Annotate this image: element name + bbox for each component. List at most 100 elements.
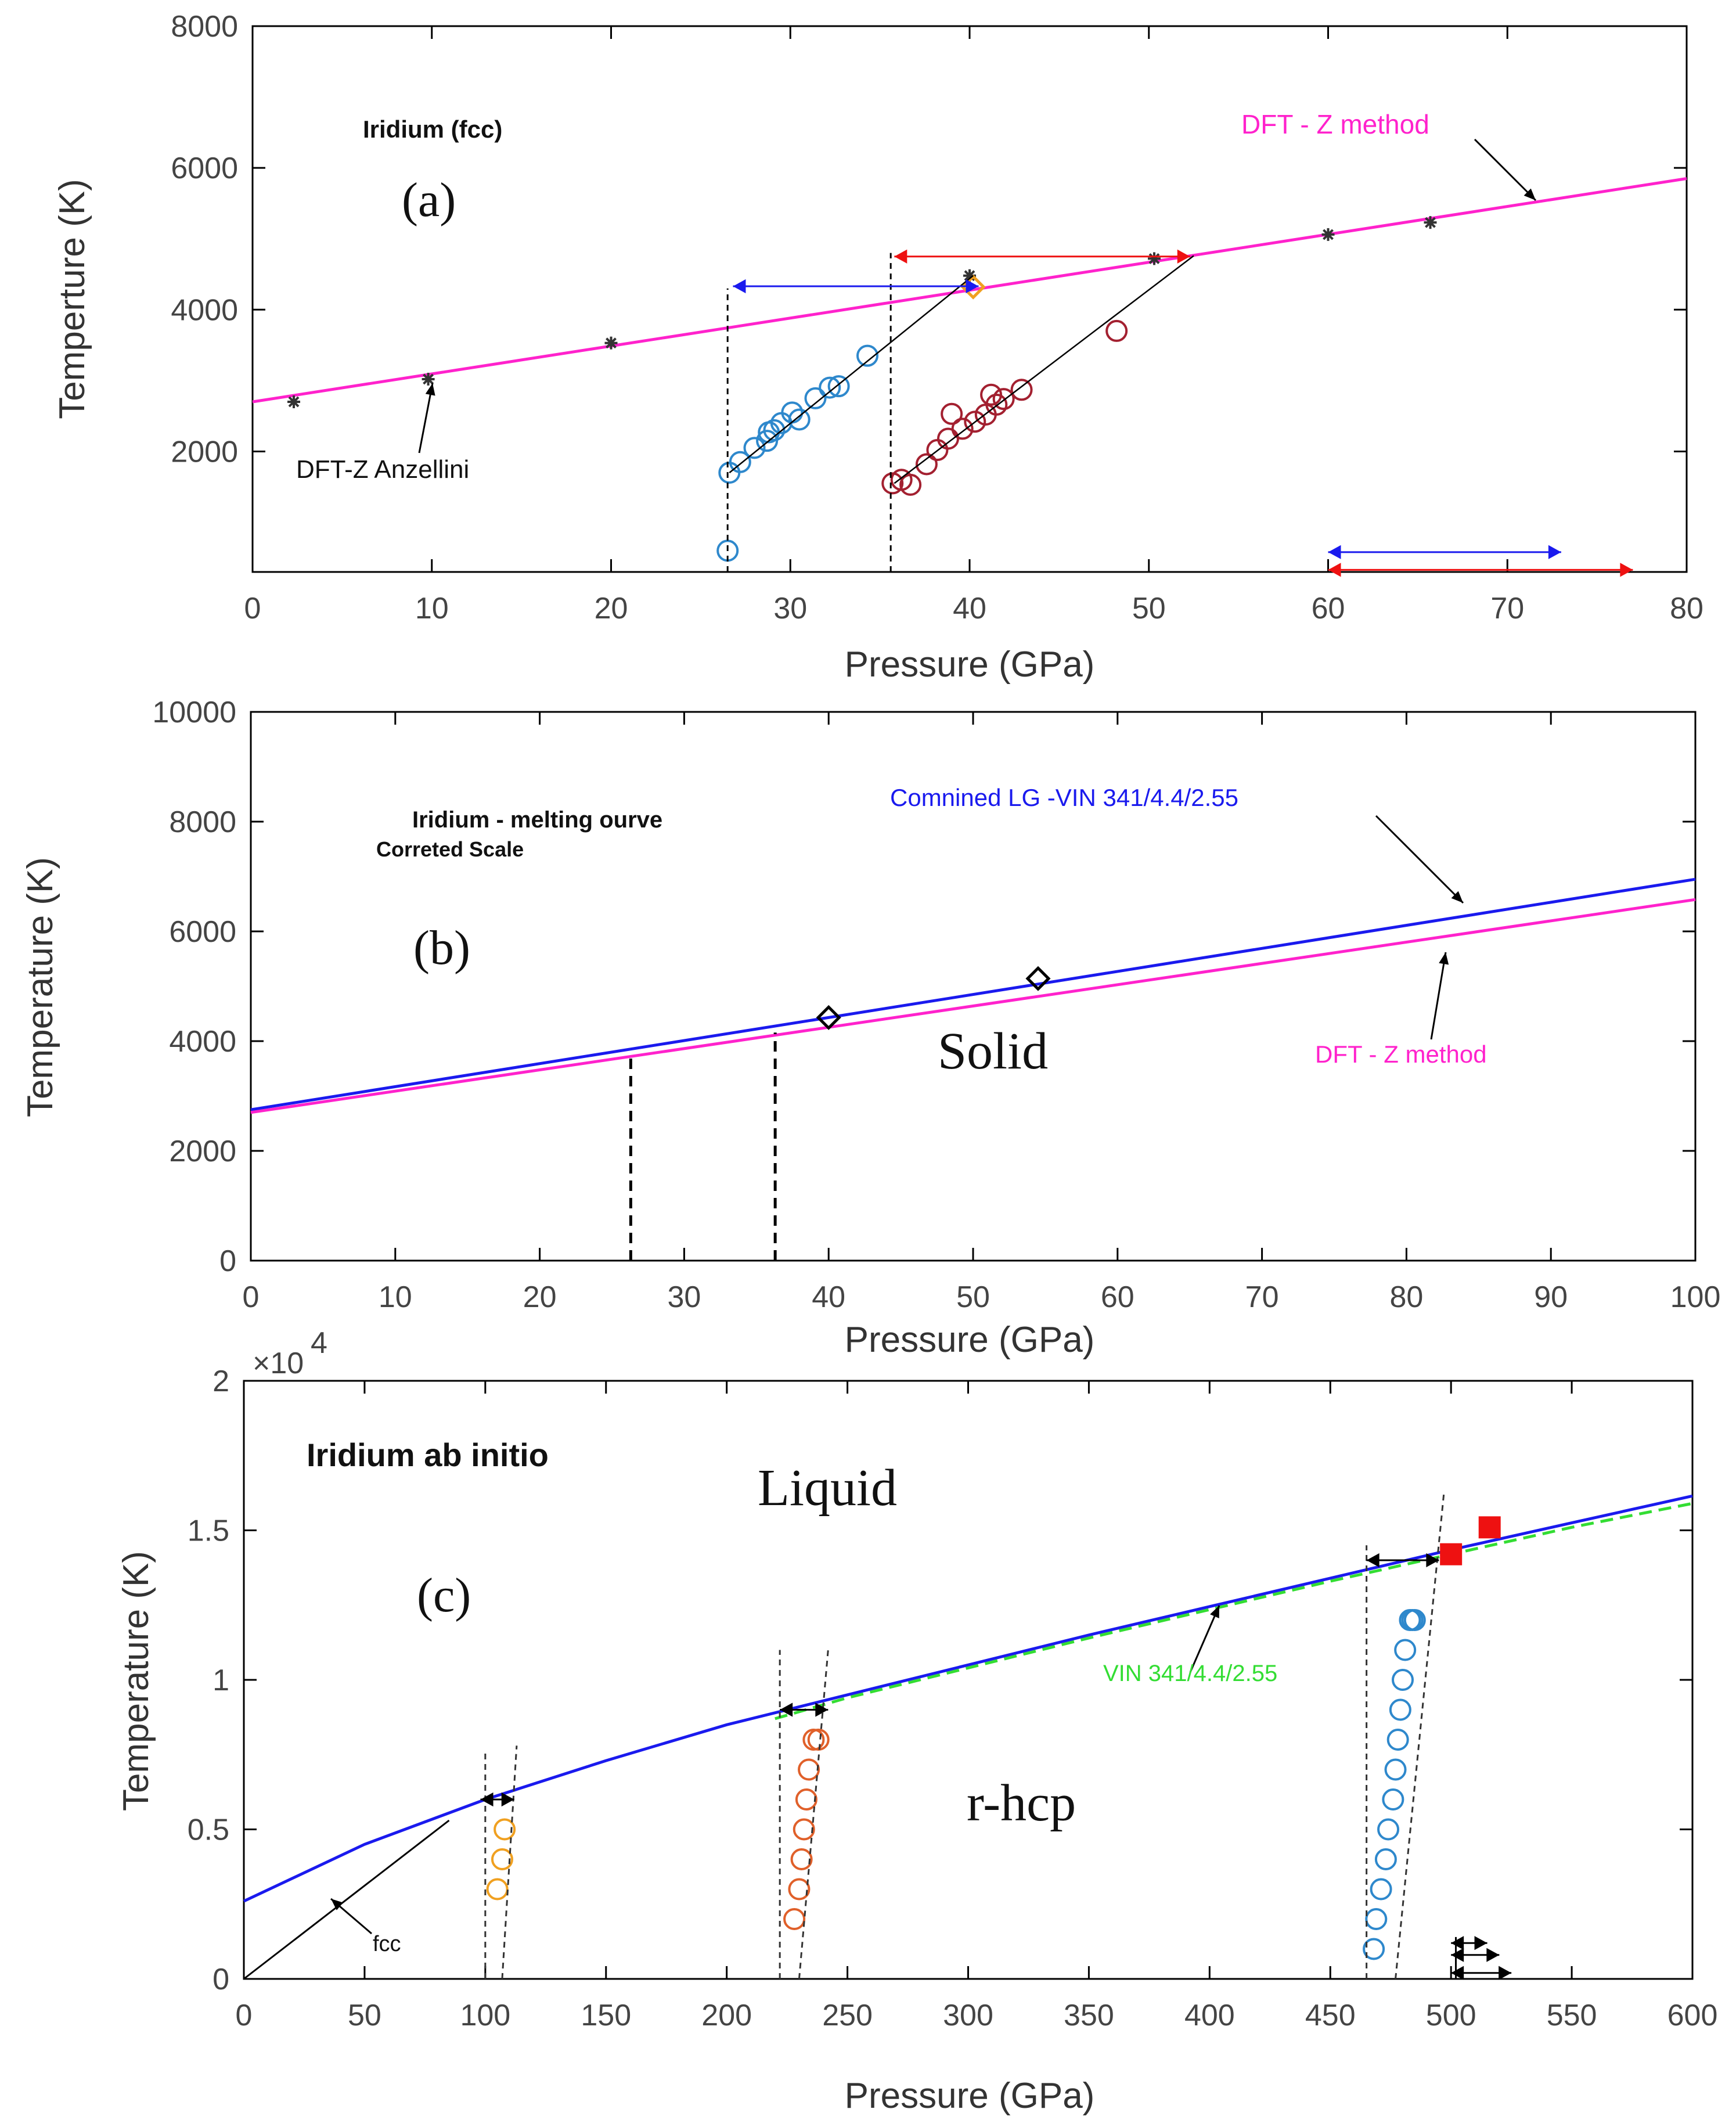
panel-c-ticks: 0 50 100 150 200 250 300 350 400 450 500 550 600 0 0.5… xyxy=(188,1365,1718,2032)
panel-a-x-axis-label: Pressure (GPa) xyxy=(845,645,1095,685)
panel-b-combined-label: Comnined LG -VIN 341/4.4/2.55 xyxy=(890,784,1238,811)
asterisk-stroke xyxy=(288,396,300,408)
y-tick-label: 4000 xyxy=(169,1025,236,1059)
data-point-asterisk xyxy=(1148,252,1161,265)
y-tick-label: 2000 xyxy=(169,1135,236,1168)
panel-b-plot-area xyxy=(250,711,1697,1262)
x-tick-label: 0 xyxy=(243,1280,260,1314)
panel-a-plot-area xyxy=(251,25,1688,573)
guide-dashed-line xyxy=(798,1650,829,1979)
x-tick-label: 600 xyxy=(1667,1999,1718,2032)
panel-b-title: Iridium - melting ourve xyxy=(412,807,662,833)
data-point-circle xyxy=(790,1848,813,1870)
fcc-line xyxy=(243,1819,450,1980)
x-tick-label: 20 xyxy=(523,1280,557,1314)
data-point-circle xyxy=(807,1729,830,1751)
x-tick-label: 500 xyxy=(1426,1999,1476,2032)
data-point-circle xyxy=(793,1818,815,1841)
y-tick-label: 6000 xyxy=(171,152,238,185)
panel-c-title: Iridium ab initio xyxy=(307,1437,549,1473)
x-tick-label: 50 xyxy=(348,1999,381,2032)
asterisk-stroke xyxy=(964,270,975,282)
data-point-circle xyxy=(1382,1788,1404,1811)
data-point-square xyxy=(1478,1516,1501,1539)
data-point-asterisk xyxy=(1321,228,1335,241)
data-point-circle xyxy=(992,388,1015,411)
panel-c-liquid-label: Liquid xyxy=(758,1459,897,1517)
y-tick-label: 4000 xyxy=(171,293,238,327)
data-point-circle xyxy=(1389,1698,1411,1721)
x-tick-label: 10 xyxy=(415,592,449,625)
x-tick-label: 200 xyxy=(701,1999,752,2032)
melt-arrow-head-right xyxy=(1426,1553,1439,1568)
legend-arrow-head-right xyxy=(1486,1948,1500,1962)
panel-b-x-axis-label: Pressure (GPa) xyxy=(845,1320,1095,1360)
y-tick-label: 0 xyxy=(219,1244,236,1278)
x-tick-label: 20 xyxy=(595,592,628,625)
y-tick-label: 0 xyxy=(213,1963,229,1996)
pointer-anzellini-head xyxy=(425,383,435,396)
panel-c-vin-label: VIN 341/4.4/2.55 xyxy=(1103,1661,1277,1686)
data-point-asterisk xyxy=(287,395,301,409)
panel-a-title: Iridium (fcc) xyxy=(363,116,502,143)
range-arrow-red-head-right xyxy=(1177,249,1190,264)
panel-c: 0 50 100 150 200 250 300 350 400 450 500 550 600 0 0.5… xyxy=(116,1326,1717,2116)
x-tick-label: 50 xyxy=(956,1280,990,1314)
data-point-circle xyxy=(795,1788,817,1811)
data-point-circle xyxy=(1377,1818,1400,1841)
y-tick-label: 2000 xyxy=(171,435,238,469)
x-tick-label: 250 xyxy=(822,1999,873,2032)
panel-c-fcc-label: fcc xyxy=(373,1932,401,1956)
y-tick-label: 8000 xyxy=(169,805,236,839)
fit-line xyxy=(894,255,1194,484)
panel-c-rhcp-label: r-hcp xyxy=(967,1775,1076,1832)
x-tick-label: 550 xyxy=(1547,1999,1597,2032)
data-point-circle xyxy=(788,408,811,431)
data-point-circle xyxy=(1105,319,1128,342)
data-point-circle xyxy=(494,1818,516,1841)
pointer-dft-z-method-head xyxy=(1439,952,1449,965)
panel-c-y-axis-label: Temperature (K) xyxy=(116,1551,156,1811)
panel-b-subtitle: Correted Scale xyxy=(376,837,524,861)
data-point-circle xyxy=(1010,379,1033,401)
legend-arrow-head-left xyxy=(1451,1936,1464,1950)
x-tick-label: 40 xyxy=(953,592,986,625)
panel-a-y-axis-label: Temperture (K) xyxy=(52,179,92,419)
pointer-vin xyxy=(1189,1605,1220,1673)
panel-b-solid-label: Solid xyxy=(938,1023,1048,1080)
data-point-circle xyxy=(1374,1848,1397,1870)
data-point-circle xyxy=(1363,1938,1385,1960)
x-tick-label: 300 xyxy=(943,1999,993,2032)
x-tick-label: 50 xyxy=(1132,592,1166,625)
x-tick-label: 80 xyxy=(1389,1280,1423,1314)
panel-a: 0 10 20 30 40 50 60 70 80 2000 4000 6000 8000 Pressu… xyxy=(52,10,1703,685)
pointer-dft-z-method xyxy=(1430,952,1447,1040)
panel-c-scale-base: ×10 xyxy=(253,1347,304,1380)
x-tick-label: 10 xyxy=(379,1280,412,1314)
y-tick-label: 1.5 xyxy=(188,1514,229,1548)
data-point-circle xyxy=(964,411,986,433)
series-line xyxy=(250,898,1696,1114)
pointer-dft-z-method xyxy=(1474,138,1537,201)
panel-b-ticks: 0 10 20 30 40 50 60 70 80 90 100 0 2000 4000 6000 8000 1… xyxy=(152,696,1720,1314)
data-point-circle xyxy=(827,375,850,398)
panel-b-label: (b) xyxy=(413,921,470,975)
fit-line xyxy=(729,275,974,474)
data-point-asterisk xyxy=(1424,216,1437,229)
pointer-combined xyxy=(1375,815,1464,904)
legend-arrow-head-right xyxy=(1499,1966,1512,1980)
data-point-circle xyxy=(1370,1878,1392,1901)
asterisk-stroke xyxy=(606,337,617,349)
panel-c-scale-exponent: 4 xyxy=(311,1326,327,1360)
legend-arrow-blue-head-left xyxy=(1328,545,1341,559)
asterisk-stroke xyxy=(423,373,434,385)
data-point-circle xyxy=(1365,1908,1388,1930)
panel-a-dft-z-method-label: DFT - Z method xyxy=(1241,109,1429,139)
x-tick-label: 100 xyxy=(1670,1280,1721,1314)
data-point-diamond xyxy=(816,1005,841,1030)
legend-arrow-head-left xyxy=(1451,1948,1464,1962)
data-point-circle xyxy=(783,1908,806,1930)
x-tick-label: 70 xyxy=(1245,1280,1279,1314)
data-point-circle xyxy=(798,1758,820,1781)
